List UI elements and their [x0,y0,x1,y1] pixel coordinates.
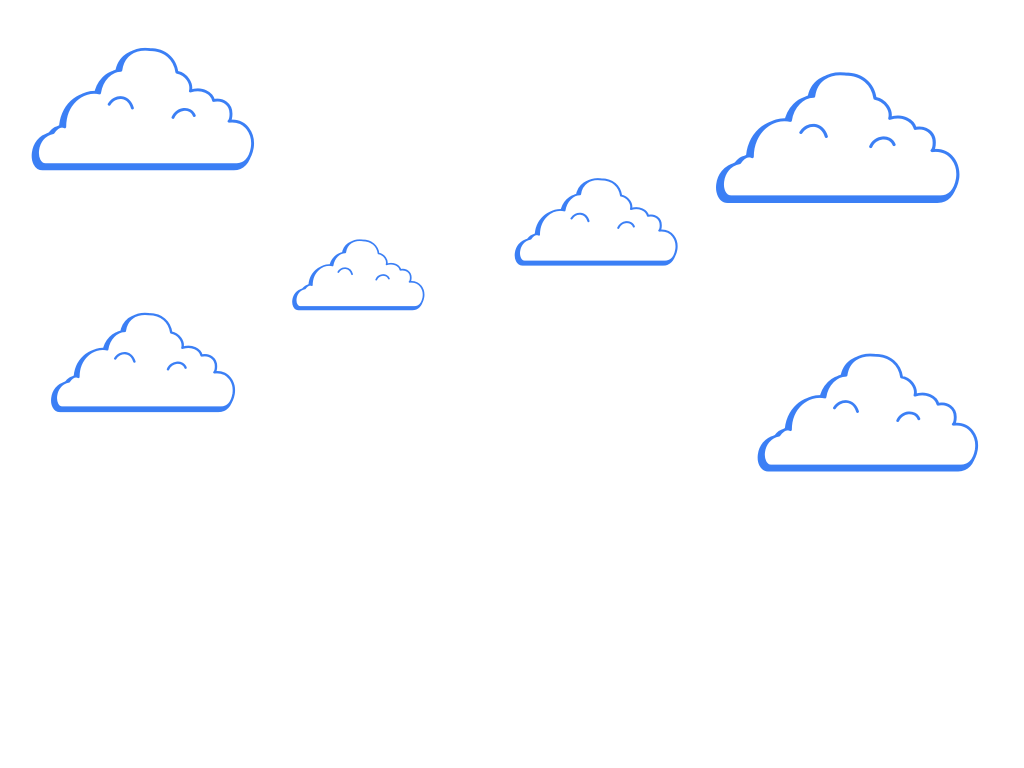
cloud-arc-2 [166,361,187,371]
cloud-shape [514,178,678,266]
cloud-shape [51,312,236,413]
cloud-shape [292,239,425,311]
cloud-arc-1 [799,123,828,139]
cloud-arc-1 [337,267,353,276]
cloud-arc-1 [570,212,590,223]
cloud-icon [754,348,984,476]
cloud-icon [28,42,260,175]
cloud-outline [54,312,236,409]
cloud-shape [31,47,254,171]
cloud-outline [518,178,678,263]
cloud-icon [712,66,966,208]
cloud-icon [512,174,682,269]
cloud-arc-2 [896,411,921,422]
cloud-icon [290,236,428,313]
cloud-shape [757,353,979,472]
cloud-outline [294,239,425,308]
cloud-arc-1 [833,400,859,413]
cloud-outline [720,72,960,199]
cloud-icon [48,308,240,416]
cloud-shape [716,72,960,203]
cloud-outline [762,353,979,468]
cloud-arc-2 [869,136,896,149]
cloud-arc-2 [171,108,196,119]
cloud-arc-1 [107,96,134,110]
cloud-arc-2 [375,274,390,281]
cloud-arc-2 [617,221,635,229]
cloud-outline [36,47,254,167]
cloud-arc-1 [114,352,136,363]
